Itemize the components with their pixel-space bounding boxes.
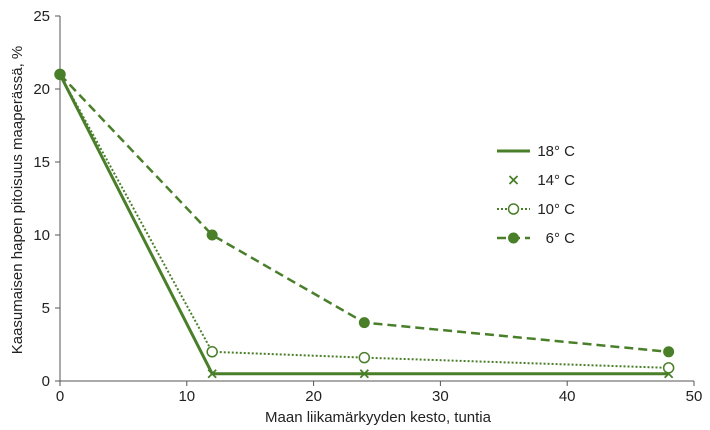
series-14c-point <box>359 369 369 379</box>
y-tick-label: 25 <box>33 8 50 25</box>
series-6c-point <box>54 68 66 80</box>
series-10c-point <box>358 351 371 364</box>
series-6c-point <box>663 346 675 358</box>
series-6c-point <box>358 317 370 329</box>
x-axis-title: Maan liikamärkyyden kesto, tuntia <box>265 409 492 426</box>
legend-item: 10° C <box>497 201 575 218</box>
series-layer <box>54 68 675 379</box>
legend-item: 14° C <box>508 172 575 189</box>
legend-label: 10° C <box>537 201 575 218</box>
y-axis-title: Kaasumaisen hapen pitoisuus maaperässä, … <box>9 46 26 355</box>
series-10c-line <box>59 73 669 369</box>
legend-label: 18° C <box>537 143 575 160</box>
series-6c-line <box>59 73 669 354</box>
axes: 0 10 20 30 40 50 0 5 10 15 20 25 <box>33 8 702 405</box>
legend-label: 6° C <box>546 230 576 247</box>
legend-point-stroke <box>508 175 519 185</box>
x-tick-label: 10 <box>178 388 195 405</box>
y-tick-label: 10 <box>33 227 50 244</box>
y-tick-label: 20 <box>33 81 50 98</box>
legend-item: 18° C <box>497 143 575 160</box>
series-14c-point-stroke <box>207 369 217 379</box>
x-tick-label: 0 <box>56 388 64 405</box>
series-18c-line <box>58 73 669 376</box>
series-14c-point <box>207 369 217 379</box>
legend-label: 14° C <box>537 172 575 189</box>
y-tick-label: 15 <box>33 154 50 171</box>
x-tick-label: 20 <box>305 388 322 405</box>
series-10c-point <box>206 346 218 358</box>
legend-item: 6° C <box>497 230 575 247</box>
x-tick-label: 50 <box>686 388 703 405</box>
y-tick-label: 5 <box>42 300 50 317</box>
series-6c-point <box>206 229 218 241</box>
x-tick-label: 30 <box>432 388 449 405</box>
x-tick-label: 40 <box>559 388 576 405</box>
legend-point <box>508 175 519 185</box>
y-tick-label: 0 <box>42 373 50 390</box>
series-10c-point <box>662 362 675 374</box>
series-14c-point-stroke <box>359 369 369 379</box>
legend-point <box>508 232 519 244</box>
legend-point <box>507 203 520 215</box>
legend: 18° C 14° C 10° C 6° C <box>497 143 575 247</box>
